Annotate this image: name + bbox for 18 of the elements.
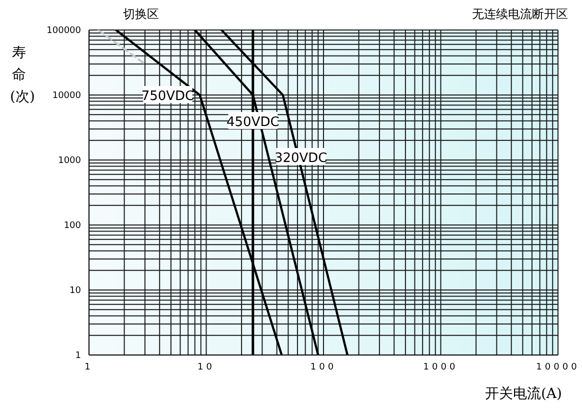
text: 无连续电流断开区 — [472, 6, 568, 23]
series-label: 320VDC — [274, 151, 328, 166]
text: 切换区 — [123, 6, 159, 23]
y-tick-label: 10 — [70, 286, 82, 296]
x-tick-label: 1 — [84, 362, 94, 372]
y-tick-label: 1 — [75, 351, 81, 362]
x-tick-label: 10 — [198, 362, 215, 372]
series-label: 750VDC — [141, 89, 194, 104]
y-tick-label: 100 — [64, 221, 82, 232]
y-tick-label: 100000 — [46, 26, 82, 36]
series-label: 450VDC — [226, 115, 280, 130]
x-axis-title: 开关电流(A) — [484, 385, 562, 403]
y-tick-label: 10000 — [52, 91, 82, 102]
x-tick-label: 100 — [310, 362, 337, 372]
x-tick-label: 1000 — [423, 362, 458, 372]
y-axis-title: 寿命(次) — [10, 44, 35, 107]
y-tick-label: 1000 — [58, 156, 82, 166]
x-tick-label: 10000 — [536, 362, 580, 372]
